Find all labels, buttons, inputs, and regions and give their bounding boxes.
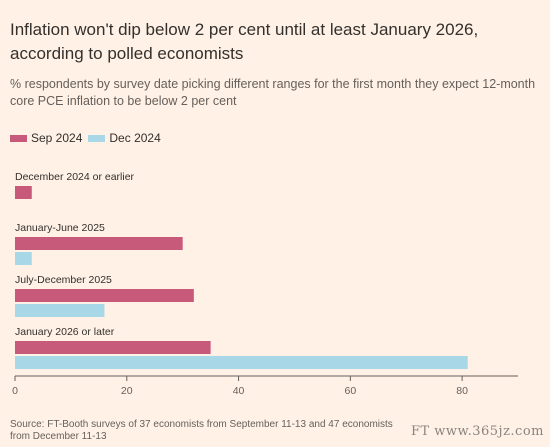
legend-item-series-1: Sep 2024 <box>10 131 82 145</box>
bar-sep-2024 <box>15 237 183 250</box>
source-note: Source: FT-Booth surveys of 37 economist… <box>10 419 393 442</box>
x-tick-label: 20 <box>121 385 133 397</box>
legend: Sep 2024 Dec 2024 <box>10 131 167 145</box>
legend-item-series-2: Dec 2024 <box>88 131 161 145</box>
bar-dec-2024 <box>15 252 32 265</box>
legend-swatch-series-1 <box>10 134 27 142</box>
legend-label-series-1: Sep 2024 <box>31 131 83 145</box>
bar-sep-2024 <box>15 341 211 354</box>
legend-swatch-series-2 <box>88 134 106 142</box>
chart-title: Inflation won't dip below 2 per cent unt… <box>10 20 479 63</box>
x-tick-label: 60 <box>344 385 356 397</box>
x-tick-label: 80 <box>456 385 468 397</box>
x-tick-label: 0 <box>12 385 18 397</box>
bar-dec-2024 <box>15 304 105 317</box>
x-tick-label: 40 <box>233 385 245 397</box>
watermark: FT www.365jz.com <box>410 424 544 439</box>
legend-label-series-2: Dec 2024 <box>109 131 161 145</box>
bar-sep-2024 <box>15 186 32 199</box>
bar-sep-2024 <box>15 289 194 302</box>
category-label: December 2024 or earlier <box>15 171 135 183</box>
category-label: July-December 2025 <box>15 274 112 286</box>
category-label: January-June 2025 <box>15 222 105 234</box>
bar-dec-2024 <box>15 356 468 369</box>
category-label: January 2026 or later <box>15 326 115 338</box>
chart-subtitle: % respondents by survey date picking dif… <box>10 77 536 108</box>
